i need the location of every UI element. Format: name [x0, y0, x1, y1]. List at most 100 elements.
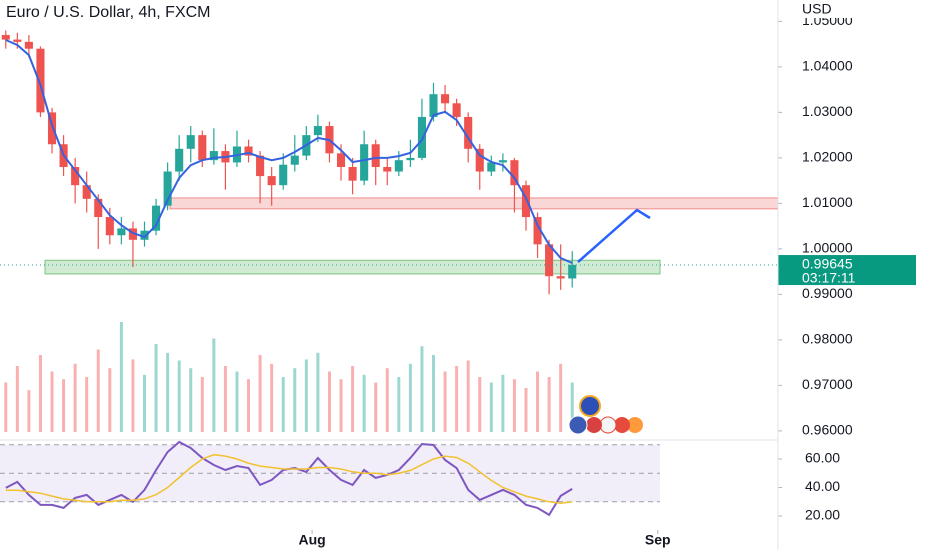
candle-body	[82, 185, 91, 199]
volume-bar	[420, 346, 424, 432]
y-tick-label: 1.04000	[802, 58, 853, 74]
volume-bar	[327, 371, 331, 432]
candle-body	[290, 155, 299, 165]
volume-bar	[385, 368, 389, 432]
volume-bar	[62, 379, 66, 432]
candle-body	[417, 116, 426, 158]
unit-bg	[795, 0, 855, 18]
flag-icons	[568, 395, 643, 435]
volume-bar	[547, 377, 551, 432]
volume-bar	[177, 360, 181, 432]
chart-title: Euro / U.S. Dollar, 4h, FXCM	[6, 4, 211, 21]
volume-bar	[489, 382, 493, 432]
candle-body	[117, 228, 126, 236]
candle-body	[545, 244, 554, 277]
plot: 1.050001.040001.030001.020001.010001.000…	[0, 12, 916, 548]
x-tick-label: Sep	[645, 532, 671, 548]
volume-bar	[223, 366, 227, 432]
y-tick-label: 1.01000	[802, 194, 853, 210]
candle-body	[209, 151, 218, 161]
y-tick-label: 1.03000	[802, 103, 853, 119]
arrow-annotation	[577, 208, 651, 263]
candle-body	[94, 198, 103, 218]
y-tick-label: 40.00	[805, 478, 840, 494]
volume-bar	[466, 360, 470, 432]
volume-bar	[96, 349, 100, 432]
candle-body	[556, 276, 565, 279]
y-tick-label: 1.02000	[802, 149, 853, 165]
candle-body	[452, 103, 461, 117]
y-tick-label: 20.00	[805, 507, 840, 523]
volume-bar	[293, 368, 297, 432]
candle-body	[24, 41, 33, 49]
candle-body	[140, 230, 149, 240]
candle-body	[36, 48, 45, 113]
x-tick-label: Aug	[299, 532, 326, 548]
volume-bar	[50, 371, 54, 432]
y-tick-label: 60.00	[805, 450, 840, 466]
candle-body	[521, 185, 531, 218]
price-label-bg	[778, 255, 916, 286]
candle-body	[383, 166, 392, 172]
candle-body	[163, 171, 172, 206]
volume-bar	[15, 366, 19, 432]
candle-body	[441, 94, 450, 104]
volume-bar	[200, 377, 204, 432]
volume-bar	[85, 377, 89, 432]
candle-body	[256, 155, 265, 177]
y-tick-label: 0.97000	[802, 376, 853, 392]
volume-bar	[119, 322, 123, 432]
candle-body	[47, 112, 57, 145]
volume-bar	[189, 368, 193, 432]
volume-bar	[443, 371, 447, 432]
volume-bar	[281, 377, 285, 432]
candle-body	[71, 166, 80, 186]
candle-body	[152, 205, 161, 231]
candle-body	[487, 162, 496, 172]
y-tick-label: 0.98000	[802, 331, 853, 347]
candle-body	[244, 146, 253, 156]
candle-body	[371, 144, 380, 167]
candle-body	[533, 217, 542, 245]
unit-label: USD	[802, 1, 832, 17]
volume-bar	[258, 355, 262, 432]
volume-bar	[316, 352, 320, 432]
volume-bar	[455, 366, 459, 432]
volume-bar	[270, 363, 274, 432]
y-tick-label: 1.00000	[802, 240, 853, 256]
price-label: 0.99645	[802, 256, 853, 272]
volume-bar	[512, 379, 516, 432]
volume-bar	[374, 382, 378, 432]
candle-body	[429, 94, 438, 117]
candle-body	[510, 160, 519, 186]
volume-bar	[73, 363, 77, 432]
candle-body	[198, 135, 207, 161]
zone	[44, 259, 661, 275]
volume-bar	[478, 377, 482, 432]
volume-bar	[235, 371, 239, 432]
y-tick-label: 0.96000	[802, 422, 853, 438]
volume-bar	[131, 359, 135, 432]
volume-bar	[143, 374, 147, 432]
volume-bar	[570, 382, 574, 432]
rsi-line	[5, 453, 573, 504]
volume-bar	[27, 390, 31, 432]
candle-body	[498, 160, 507, 163]
volume-bar	[524, 388, 528, 432]
candle-body	[336, 153, 346, 167]
volume-bar	[536, 371, 540, 432]
volume-bar	[304, 359, 308, 432]
volume-bar	[408, 363, 412, 432]
candle-body	[475, 148, 484, 172]
candle-body	[568, 264, 577, 279]
candle-body	[394, 160, 403, 172]
volume-bar	[108, 368, 112, 432]
volume-bar	[247, 379, 251, 432]
candle-body	[1, 35, 10, 40]
volume-bar	[212, 338, 216, 432]
candle-body	[175, 148, 184, 172]
zone	[169, 197, 779, 210]
volume-bar	[501, 374, 505, 432]
volume-bar	[351, 366, 355, 432]
